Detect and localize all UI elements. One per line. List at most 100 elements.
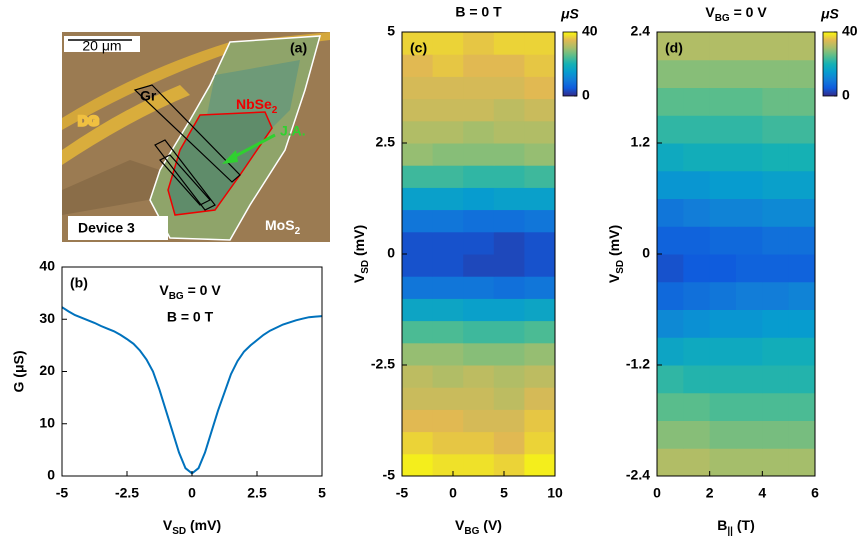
- y-axis-label: G (μS): [11, 350, 27, 392]
- x-tick-label: 0: [449, 485, 457, 501]
- electrode: [62, 85, 190, 165]
- heatmap-cell: [524, 32, 556, 55]
- heatmap-cell: [657, 198, 684, 227]
- nbse2-outline: [167, 111, 273, 216]
- heatmap-cell: [788, 420, 816, 449]
- y-tick-label: 1.2: [631, 134, 651, 150]
- heatmap-cell: [709, 32, 737, 61]
- heatmap-cell: [709, 337, 737, 366]
- heatmap-cell: [524, 431, 556, 455]
- heatmap-cell: [463, 165, 495, 188]
- heatmap-cell: [736, 448, 763, 477]
- chart-title: B = 0 T: [455, 4, 502, 20]
- heatmap-cell: [657, 365, 684, 394]
- heatmap-cell: [736, 392, 763, 421]
- y-tick-label: 0: [387, 245, 395, 261]
- label-subscript: SD: [172, 526, 186, 537]
- heatmap-cell: [432, 320, 464, 344]
- heatmap-cell: [709, 365, 737, 394]
- y-tick-label: -2.4: [626, 467, 650, 483]
- y-tick-label: 20: [39, 362, 55, 378]
- graphene-label: Gr: [140, 88, 157, 104]
- heatmap-cell: [463, 120, 495, 144]
- heatmap-cell: [657, 87, 684, 116]
- heatmap-cell: [762, 365, 790, 394]
- heatmap-cell: [463, 209, 495, 233]
- heatmap-cell: [762, 87, 790, 116]
- heatmap-cell: [762, 170, 790, 199]
- label-text: (T): [733, 517, 755, 533]
- heatmap-cell: [402, 143, 434, 166]
- heatmap-cell: [402, 165, 434, 188]
- label-text: = 0 V: [184, 282, 222, 298]
- label-subscript: BG: [169, 291, 184, 302]
- heatmap-cell: [657, 254, 684, 283]
- heatmap-cell: [762, 32, 790, 61]
- x-tick-label: 4: [758, 485, 766, 501]
- y-tick-label: 30: [39, 310, 55, 326]
- heatmap-cell: [432, 143, 464, 166]
- x-tick-label: 5: [318, 485, 326, 501]
- x-tick-label: 2.5: [247, 485, 267, 501]
- heatmap-cell: [493, 276, 525, 299]
- x-tick-label: 0: [188, 485, 196, 501]
- heatmap-cell: [736, 170, 763, 199]
- label-text: V: [606, 273, 622, 283]
- heatmap-cell: [762, 309, 790, 338]
- x-axis-label: B|| (T): [717, 517, 755, 537]
- label-text: V: [455, 517, 465, 533]
- heatmap-cell: [432, 76, 464, 100]
- heatmap-cell: [736, 337, 763, 366]
- y-tick-label: 5: [387, 23, 395, 39]
- label-subscript: BG: [464, 526, 479, 537]
- y-tick-label: 2.5: [376, 134, 396, 150]
- micrograph-panel: DG 20 μm (a) Gr NbSe2 J.A. Device 3 MoS2: [62, 32, 330, 242]
- heatmap-cell: [736, 87, 763, 116]
- y-axis-label: VSD (mV): [606, 225, 626, 283]
- heatmap-cell: [524, 365, 556, 388]
- heatmap-cell: [432, 453, 464, 477]
- y-tick-label: -2.5: [371, 356, 395, 372]
- heatmap-cell: [657, 309, 684, 338]
- heatmap-cell: [402, 187, 434, 211]
- heatmap-cell: [432, 98, 464, 122]
- heatmap-cell: [493, 54, 525, 77]
- heatmap-cell: [524, 54, 556, 77]
- heatmap-cell: [788, 365, 816, 394]
- label-text: V: [159, 282, 169, 298]
- heatmap-cell: [493, 342, 525, 366]
- heatmap-cell: [657, 420, 684, 449]
- heatmap-cell: [736, 281, 763, 310]
- heatmap-cell: [683, 309, 711, 338]
- heatmap-cell: [463, 143, 495, 166]
- heatmap-cell: [402, 276, 434, 299]
- heatmap-cell: [762, 143, 790, 172]
- y-axis-label: VSD (mV): [351, 225, 371, 283]
- heatmap-cell: [657, 115, 684, 144]
- heatmap-cell: [736, 420, 763, 449]
- heatmap-cell: [709, 281, 737, 310]
- heatmap-cell: [432, 365, 464, 388]
- heatmap-cell: [709, 226, 737, 255]
- y-tick-label: -1.2: [626, 356, 650, 372]
- heatmap-cell: [657, 170, 684, 199]
- heatmap-cell: [736, 309, 763, 338]
- heatmap-cell: [463, 98, 495, 122]
- heatmap-cell: [683, 115, 711, 144]
- heatmap-cell: [683, 281, 711, 310]
- heatmap-cell: [683, 59, 711, 88]
- heatmap-cell: [402, 431, 434, 455]
- heatmap-cell: [402, 365, 434, 388]
- heatmap-cell: [683, 226, 711, 255]
- heatmap-cell: [463, 365, 495, 388]
- colorbar-tick-label: 0: [582, 87, 590, 103]
- heatmap-cell: [493, 387, 525, 410]
- heatmap-cell: [432, 254, 464, 277]
- heatmap-cell: [463, 409, 495, 433]
- heatmap-cell: [432, 120, 464, 144]
- heatmap-cell: [463, 187, 495, 211]
- label-text: MoS: [265, 217, 295, 233]
- heatmap-cell: [402, 209, 434, 233]
- heatmap-cell: [402, 453, 434, 477]
- label-text: B: [717, 517, 727, 533]
